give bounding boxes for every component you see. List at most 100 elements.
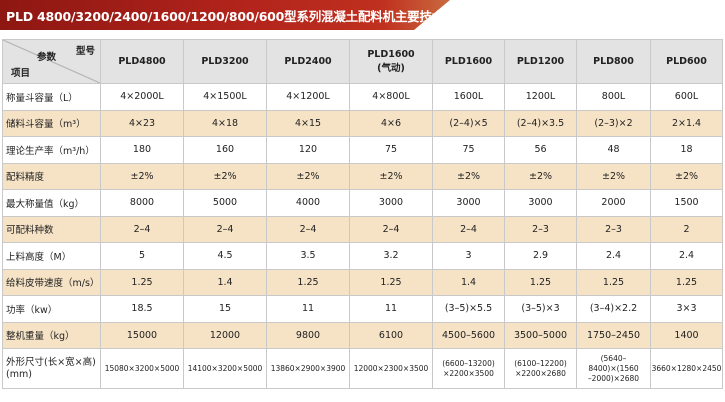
- table-row: 给料皮带速度（m/s） 1.25 1.4 1.25 1.25 1.4 1.25 1.25 1.2…: [2, 268, 723, 296]
- table-cell: 160: [183, 136, 267, 164]
- table-cell: 2×1.4: [650, 109, 723, 137]
- page-title: PLD 4800/3200/2400/1600/1200/800/600型系列混…: [6, 9, 469, 24]
- table-cell: 1500: [650, 189, 723, 217]
- table-cell: 12000: [183, 321, 267, 349]
- table-cell: 3000: [504, 189, 577, 217]
- table-cell: 1.4: [432, 268, 505, 296]
- table-cell: ±2%: [504, 162, 577, 190]
- table-row: 称量斗容量（L） 4×2000L 4×1500L 4×1200L 4×800L 1600L…: [2, 83, 723, 111]
- table-row: 外形尺寸(长×宽×高) (mm) 15080×3200×5000 14100×3200…: [2, 348, 723, 389]
- table-cell: 800L: [576, 83, 651, 111]
- table-cell: 9800: [266, 321, 350, 349]
- row-label: 整机重量（kg）: [2, 321, 101, 349]
- table-cell: 3660×1280×2450: [650, 348, 723, 389]
- table-cell: ±2%: [349, 162, 433, 190]
- row-label: 可配料种数: [2, 215, 101, 243]
- table-cell: 3500–5000: [504, 321, 577, 349]
- table-cell: 18.5: [100, 295, 184, 323]
- table-cell: 56: [504, 136, 577, 164]
- row-label: 最大称量值（kg）: [2, 189, 101, 217]
- row-label: 上料高度（M）: [2, 242, 101, 270]
- table-cell: 11: [266, 295, 350, 323]
- table-cell: ±2%: [266, 162, 350, 190]
- table-cell: 5: [100, 242, 184, 270]
- row-label: 称量斗容量（L）: [2, 83, 101, 111]
- model-header-pld800: PLD800: [576, 39, 651, 84]
- table-cell: 2.4: [650, 242, 723, 270]
- table-cell: 1.25: [650, 268, 723, 296]
- table-cell: 4×23: [100, 109, 184, 137]
- table-row: 可配料种数 2–4 2–4 2–4 2–4 2–4 2–3 2–3 2: [2, 215, 723, 243]
- table-cell: 4500–5600: [432, 321, 505, 349]
- table-cell: (3–5)×5.5: [432, 295, 505, 323]
- table-cell: 2–4: [266, 215, 350, 243]
- table-cell: 3.2: [349, 242, 433, 270]
- row-label: 给料皮带速度（m/s）: [2, 268, 101, 296]
- table-cell: 1.25: [576, 268, 651, 296]
- table-cell: 8000: [100, 189, 184, 217]
- model-header-pld1600: PLD1600 (气动): [349, 39, 433, 84]
- table-cell: 1.25: [349, 268, 433, 296]
- table-cell: 11: [349, 295, 433, 323]
- table-cell: (2–4)×3.5: [504, 109, 577, 137]
- table-row: 配料精度 ±2% ±2% ±2% ±2% ±2% ±2% ±2% ±2%: [2, 162, 723, 190]
- table-cell: 14100×3200×5000: [183, 348, 267, 389]
- table-cell: 1200L: [504, 83, 577, 111]
- table-cell: 4×18: [183, 109, 267, 137]
- table-cell: 1600L: [432, 83, 505, 111]
- table-cell: 15: [183, 295, 267, 323]
- table-cell: 2.9: [504, 242, 577, 270]
- table-cell: 3000: [349, 189, 433, 217]
- table-cell: 15000: [100, 321, 184, 349]
- table-row: 储料斗容量（m³） 4×23 4×18 4×15 4×6 (2–4)×5 (2–4)×3.5…: [2, 109, 723, 137]
- table-cell: (3–5)×3: [504, 295, 577, 323]
- model-header-pld1600-note: (气动): [377, 63, 405, 74]
- table-cell: 120: [266, 136, 350, 164]
- table-cell: 15080×3200×5000: [100, 348, 184, 389]
- table-cell: 1.25: [504, 268, 577, 296]
- table-cell: 1.25: [266, 268, 350, 296]
- table-cell: 18: [650, 136, 723, 164]
- table-cell: 4.5: [183, 242, 267, 270]
- header-corner-item: 项目: [11, 68, 31, 79]
- table-cell: 2–4: [432, 215, 505, 243]
- table-cell: 2000: [576, 189, 651, 217]
- table-cell: 2.4: [576, 242, 651, 270]
- table-cell: 4×1500L: [183, 83, 267, 111]
- table-cell: 5000: [183, 189, 267, 217]
- table-cell: 600L: [650, 83, 723, 111]
- header-row: 参数 型号 项目 PLD4800 PLD3200 PLD2400 PLD1600…: [2, 39, 723, 84]
- table-cell: 2–4: [183, 215, 267, 243]
- table-cell: (6100–12200) ×2200×2680: [504, 348, 577, 389]
- table-cell: 4000: [266, 189, 350, 217]
- table-cell: 4×2000L: [100, 83, 184, 111]
- table-cell: ±2%: [432, 162, 505, 190]
- table-cell: 3.5: [266, 242, 350, 270]
- table-cell: 4×6: [349, 109, 433, 137]
- table-row: 功率（kw） 18.5 15 11 11 (3–5)×5.5 (3–5)×3 (3–4)×2.…: [2, 295, 723, 323]
- table-row: 最大称量值（kg） 8000 5000 4000 3000 3000 3000 2000 150…: [2, 189, 723, 217]
- table-cell: (2–4)×5: [432, 109, 505, 137]
- table-cell: ±2%: [576, 162, 651, 190]
- table-cell: (2–3)×2: [576, 109, 651, 137]
- table-row: 整机重量（kg） 15000 12000 9800 6100 4500–5600 3500–…: [2, 321, 723, 349]
- model-header-pld1600-electric: PLD1600: [432, 39, 505, 84]
- table-cell: 2–3: [504, 215, 577, 243]
- table-cell: 2–4: [100, 215, 184, 243]
- table-cell: 12000×2300×3500: [349, 348, 433, 389]
- table-cell: 180: [100, 136, 184, 164]
- table-body: 称量斗容量（L） 4×2000L 4×1500L 4×1200L 4×800L 1600L…: [2, 83, 723, 389]
- table-cell: 75: [432, 136, 505, 164]
- model-header-pld3200: PLD3200: [183, 39, 267, 84]
- table-cell: 6100: [349, 321, 433, 349]
- table-cell: 1.4: [183, 268, 267, 296]
- table-cell: 13860×2900×3900: [266, 348, 350, 389]
- table-cell: ±2%: [650, 162, 723, 190]
- table-cell: 48: [576, 136, 651, 164]
- table-cell: 75: [349, 136, 433, 164]
- model-header-pld4800: PLD4800: [100, 39, 184, 84]
- table-cell: 4×800L: [349, 83, 433, 111]
- table-row: 理论生产率（m³/h） 180 160 120 75 75 56 48 18: [2, 136, 723, 164]
- table-cell: 4×1200L: [266, 83, 350, 111]
